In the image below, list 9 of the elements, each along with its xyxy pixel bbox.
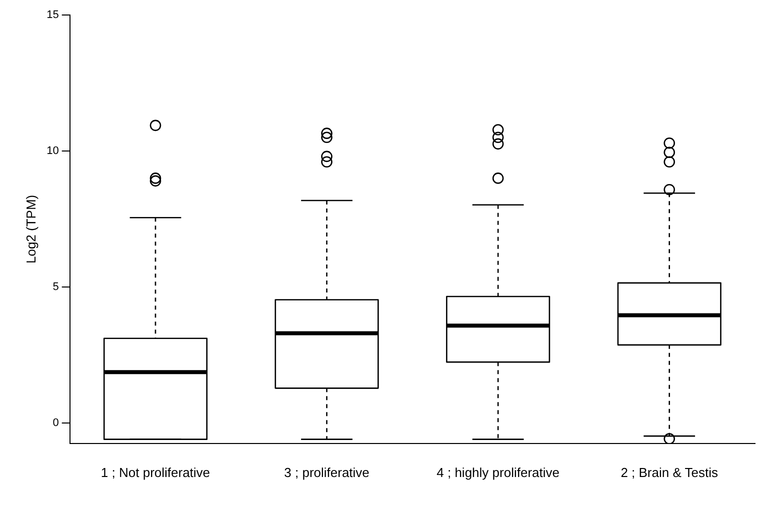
y-tick-label: 15 [46, 9, 59, 22]
y-tick-label: 10 [46, 145, 59, 158]
x-tick-label: 1 ; Not proliferative [100, 464, 210, 480]
x-tick-label: 2 ; Brain & Testis [620, 464, 718, 480]
y-axis-title: Log2 (TPM) [23, 194, 38, 264]
x-tick-label: 3 ; proliferative [284, 464, 370, 480]
x-tick-label: 4 ; highly proliferative [436, 464, 560, 480]
y-tick-label: 5 [52, 281, 59, 294]
y-tick-label: 0 [52, 417, 59, 430]
